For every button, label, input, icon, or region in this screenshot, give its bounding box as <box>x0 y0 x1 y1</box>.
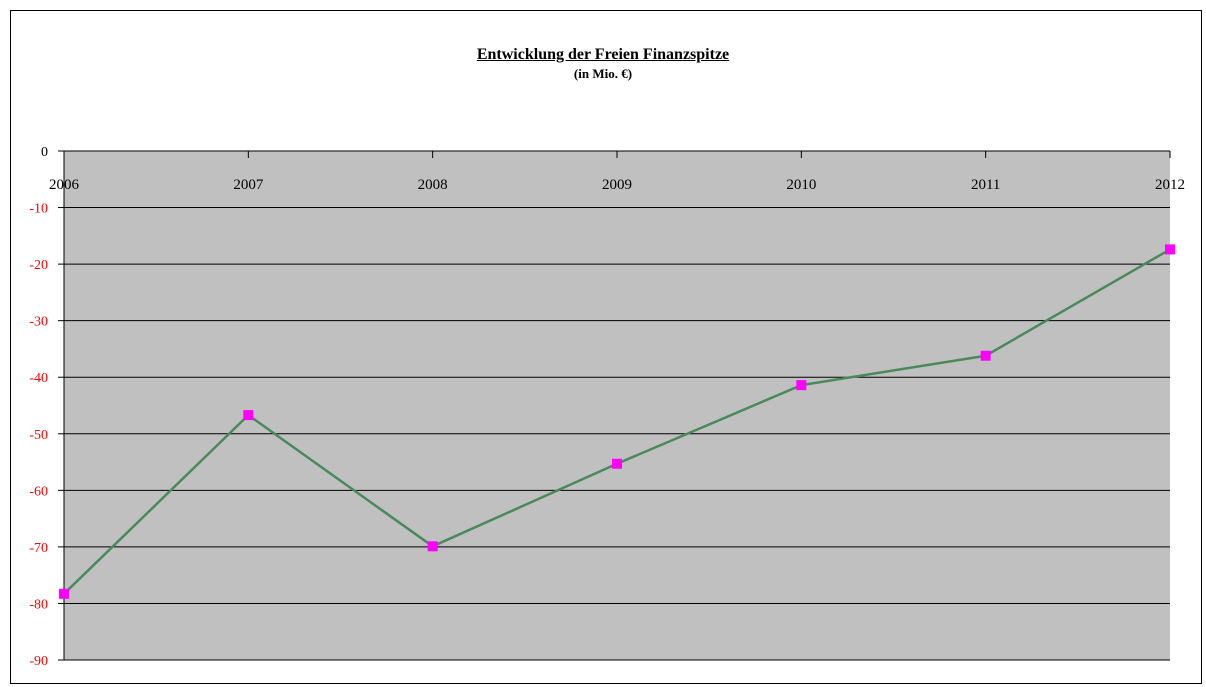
data-point-marker <box>243 410 254 421</box>
data-point-marker <box>796 380 807 391</box>
data-point-marker <box>980 350 991 361</box>
y-tick-label: -50 <box>29 428 48 443</box>
x-tick-label: 2009 <box>602 177 632 193</box>
y-tick-label: -10 <box>29 202 48 217</box>
y-tick-label: -40 <box>29 371 48 386</box>
x-tick-label: 2012 <box>1155 177 1185 193</box>
y-tick-label: -70 <box>29 541 48 556</box>
data-point-marker <box>59 588 69 599</box>
x-tick-label: 2007 <box>233 177 264 193</box>
data-point-marker <box>1165 244 1175 255</box>
plot-area <box>64 151 1170 660</box>
data-point-marker <box>427 541 438 552</box>
data-point-marker <box>612 458 622 469</box>
y-tick-label: -90 <box>29 654 48 669</box>
y-tick-label: 0 <box>41 145 48 160</box>
x-tick-label: 2008 <box>418 177 448 193</box>
x-tick-label: 2011 <box>971 177 1000 193</box>
x-tick-label: 2006 <box>49 177 80 193</box>
chart-title-block: Entwicklung der Freien Finanzspitze (in … <box>0 45 1206 83</box>
chart-title: Entwicklung der Freien Finanzspitze <box>476 46 730 63</box>
x-tick-label: 2010 <box>786 177 816 193</box>
y-tick-label: -30 <box>29 315 48 330</box>
y-tick-label: -20 <box>29 258 48 273</box>
y-tick-label: -60 <box>29 484 48 499</box>
chart-subtitle: (in Mio. €) <box>573 66 633 81</box>
y-tick-label: -80 <box>29 597 48 612</box>
